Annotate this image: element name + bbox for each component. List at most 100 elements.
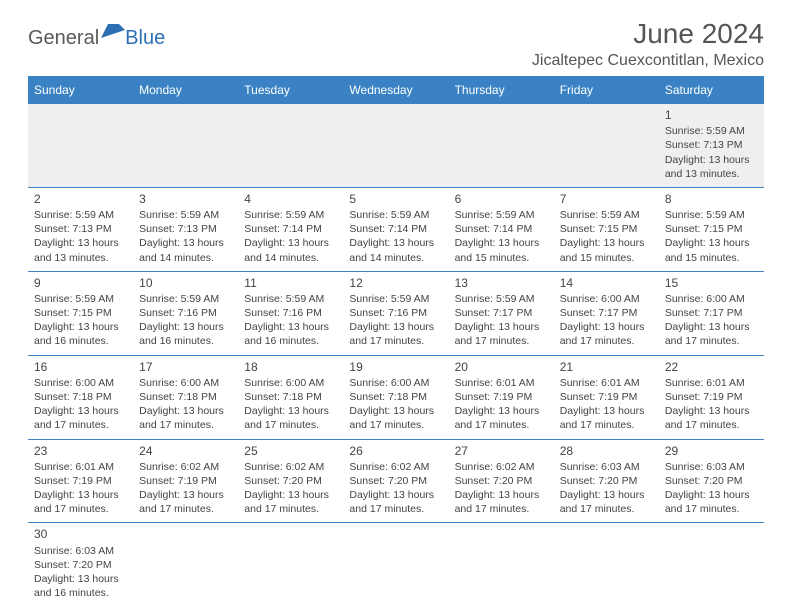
calendar-day-cell: [133, 104, 238, 187]
day-number: 22: [665, 359, 758, 375]
calendar-day-cell: [343, 104, 448, 187]
day-number: 29: [665, 443, 758, 459]
calendar-day-cell: [238, 523, 343, 606]
day-info: Sunrise: 6:03 AMSunset: 7:20 PMDaylight:…: [560, 460, 653, 517]
weekday-header-row: SundayMondayTuesdayWednesdayThursdayFrid…: [28, 76, 764, 104]
logo-text-general: General: [28, 27, 99, 50]
calendar-day-cell: [449, 523, 554, 606]
location-label: Jicaltepec Cuexcontitlan, Mexico: [532, 52, 764, 70]
calendar-day-cell: 1Sunrise: 5:59 AMSunset: 7:13 PMDaylight…: [659, 104, 764, 187]
day-number: 1: [665, 107, 758, 123]
day-info: Sunrise: 5:59 AMSunset: 7:15 PMDaylight:…: [665, 208, 758, 265]
day-number: 16: [34, 359, 127, 375]
day-number: 25: [244, 443, 337, 459]
day-number: 7: [560, 191, 653, 207]
flag-icon: [101, 24, 125, 42]
day-number: 18: [244, 359, 337, 375]
calendar-day-cell: 20Sunrise: 6:01 AMSunset: 7:19 PMDayligh…: [449, 355, 554, 439]
calendar-day-cell: 5Sunrise: 5:59 AMSunset: 7:14 PMDaylight…: [343, 187, 448, 271]
calendar-day-cell: 11Sunrise: 5:59 AMSunset: 7:16 PMDayligh…: [238, 271, 343, 355]
calendar-day-cell: 13Sunrise: 5:59 AMSunset: 7:17 PMDayligh…: [449, 271, 554, 355]
calendar-day-cell: 18Sunrise: 6:00 AMSunset: 7:18 PMDayligh…: [238, 355, 343, 439]
day-number: 8: [665, 191, 758, 207]
day-info: Sunrise: 5:59 AMSunset: 7:13 PMDaylight:…: [34, 208, 127, 265]
day-info: Sunrise: 6:02 AMSunset: 7:20 PMDaylight:…: [349, 460, 442, 517]
day-info: Sunrise: 5:59 AMSunset: 7:15 PMDaylight:…: [34, 292, 127, 349]
calendar-day-cell: 6Sunrise: 5:59 AMSunset: 7:14 PMDaylight…: [449, 187, 554, 271]
day-info: Sunrise: 5:59 AMSunset: 7:14 PMDaylight:…: [455, 208, 548, 265]
weekday-header: Sunday: [28, 76, 133, 104]
calendar-day-cell: 30 Sunrise: 6:03 AMSunset: 7:20 PMDayligh…: [28, 523, 133, 606]
calendar-table: SundayMondayTuesdayWednesdayThursdayFrid…: [28, 76, 764, 606]
day-number: 14: [560, 275, 653, 291]
day-number: 19: [349, 359, 442, 375]
day-info: Sunrise: 6:00 AMSunset: 7:18 PMDaylight:…: [34, 376, 127, 433]
day-number: 12: [349, 275, 442, 291]
calendar-day-cell: 25Sunrise: 6:02 AMSunset: 7:20 PMDayligh…: [238, 439, 343, 523]
weekday-header: Monday: [133, 76, 238, 104]
weekday-header: Tuesday: [238, 76, 343, 104]
day-number: 26: [349, 443, 442, 459]
calendar-day-cell: 23Sunrise: 6:01 AMSunset: 7:19 PMDayligh…: [28, 439, 133, 523]
day-number: 3: [139, 191, 232, 207]
day-info: Sunrise: 6:00 AMSunset: 7:17 PMDaylight:…: [560, 292, 653, 349]
day-number: 10: [139, 275, 232, 291]
day-info: Sunrise: 5:59 AMSunset: 7:16 PMDaylight:…: [244, 292, 337, 349]
calendar-day-cell: 3Sunrise: 5:59 AMSunset: 7:13 PMDaylight…: [133, 187, 238, 271]
calendar-day-cell: 7Sunrise: 5:59 AMSunset: 7:15 PMDaylight…: [554, 187, 659, 271]
calendar-day-cell: 28Sunrise: 6:03 AMSunset: 7:20 PMDayligh…: [554, 439, 659, 523]
calendar-week-row: 9Sunrise: 5:59 AMSunset: 7:15 PMDaylight…: [28, 271, 764, 355]
day-info: Sunrise: 6:01 AMSunset: 7:19 PMDaylight:…: [455, 376, 548, 433]
day-info: Sunrise: 6:00 AMSunset: 7:17 PMDaylight:…: [665, 292, 758, 349]
day-number: 21: [560, 359, 653, 375]
calendar-day-cell: 21Sunrise: 6:01 AMSunset: 7:19 PMDayligh…: [554, 355, 659, 439]
calendar-day-cell: 4Sunrise: 5:59 AMSunset: 7:14 PMDaylight…: [238, 187, 343, 271]
logo: General Blue: [28, 24, 165, 52]
day-info: Sunrise: 6:02 AMSunset: 7:19 PMDaylight:…: [139, 460, 232, 517]
calendar-day-cell: [133, 523, 238, 606]
day-number: 24: [139, 443, 232, 459]
weekday-header: Thursday: [449, 76, 554, 104]
calendar-day-cell: 27Sunrise: 6:02 AMSunset: 7:20 PMDayligh…: [449, 439, 554, 523]
day-info: Sunrise: 5:59 AMSunset: 7:14 PMDaylight:…: [349, 208, 442, 265]
calendar-day-cell: 14Sunrise: 6:00 AMSunset: 7:17 PMDayligh…: [554, 271, 659, 355]
calendar-day-cell: [28, 104, 133, 187]
day-number: 30: [34, 526, 127, 542]
day-info: Sunrise: 6:02 AMSunset: 7:20 PMDaylight:…: [244, 460, 337, 517]
day-info: Sunrise: 6:00 AMSunset: 7:18 PMDaylight:…: [244, 376, 337, 433]
day-info: Sunrise: 6:03 AMSunset: 7:20 PMDaylight:…: [34, 544, 127, 601]
day-info: Sunrise: 6:01 AMSunset: 7:19 PMDaylight:…: [34, 460, 127, 517]
day-info: Sunrise: 5:59 AMSunset: 7:15 PMDaylight:…: [560, 208, 653, 265]
calendar-day-cell: 10Sunrise: 5:59 AMSunset: 7:16 PMDayligh…: [133, 271, 238, 355]
weekday-header: Saturday: [659, 76, 764, 104]
day-info: Sunrise: 6:01 AMSunset: 7:19 PMDaylight:…: [665, 376, 758, 433]
day-number: 11: [244, 275, 337, 291]
day-number: 5: [349, 191, 442, 207]
weekday-header: Friday: [554, 76, 659, 104]
day-info: Sunrise: 5:59 AMSunset: 7:14 PMDaylight:…: [244, 208, 337, 265]
calendar-week-row: 30 Sunrise: 6:03 AMSunset: 7:20 PMDayligh…: [28, 523, 764, 606]
calendar-week-row: 23Sunrise: 6:01 AMSunset: 7:19 PMDayligh…: [28, 439, 764, 523]
calendar-day-cell: 29Sunrise: 6:03 AMSunset: 7:20 PMDayligh…: [659, 439, 764, 523]
day-number: 15: [665, 275, 758, 291]
calendar-day-cell: [238, 104, 343, 187]
calendar-day-cell: [554, 523, 659, 606]
day-number: 6: [455, 191, 548, 207]
calendar-day-cell: 12Sunrise: 5:59 AMSunset: 7:16 PMDayligh…: [343, 271, 448, 355]
calendar-week-row: 16Sunrise: 6:00 AMSunset: 7:18 PMDayligh…: [28, 355, 764, 439]
day-number: 27: [455, 443, 548, 459]
day-info: Sunrise: 5:59 AMSunset: 7:17 PMDaylight:…: [455, 292, 548, 349]
day-number: 4: [244, 191, 337, 207]
page-title: June 2024: [532, 18, 764, 50]
day-info: Sunrise: 6:00 AMSunset: 7:18 PMDaylight:…: [139, 376, 232, 433]
calendar-day-cell: [554, 104, 659, 187]
header: General Blue June 2024 Jicaltepec Cuexco…: [28, 18, 764, 70]
calendar-day-cell: 19Sunrise: 6:00 AMSunset: 7:18 PMDayligh…: [343, 355, 448, 439]
day-number: 23: [34, 443, 127, 459]
calendar-day-cell: [449, 104, 554, 187]
calendar-body: 1 Sunrise: 5:59 AMSunset: 7:13 PMDaylight…: [28, 104, 764, 606]
day-info: Sunrise: 5:59 AMSunset: 7:16 PMDaylight:…: [139, 292, 232, 349]
calendar-day-cell: [343, 523, 448, 606]
calendar-week-row: 2Sunrise: 5:59 AMSunset: 7:13 PMDaylight…: [28, 187, 764, 271]
calendar-day-cell: 15Sunrise: 6:00 AMSunset: 7:17 PMDayligh…: [659, 271, 764, 355]
